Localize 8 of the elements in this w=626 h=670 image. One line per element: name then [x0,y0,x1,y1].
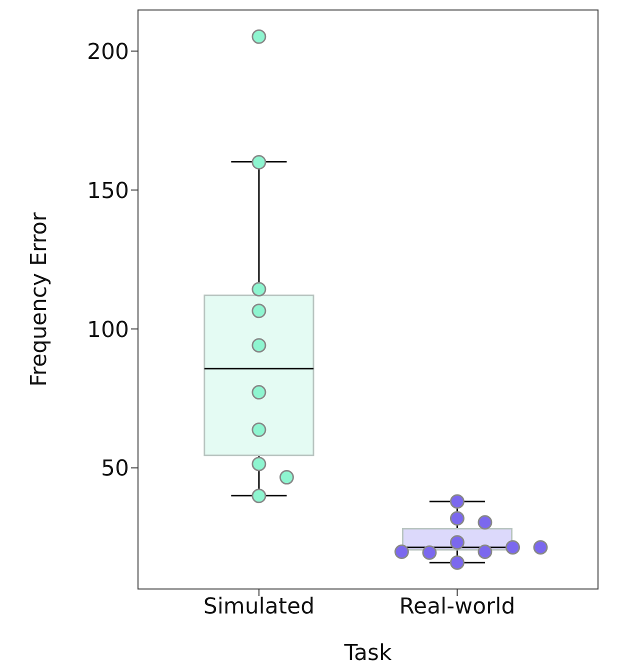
y-tick-label: 150 [87,178,129,204]
y-axis-title: Frequency Error [26,211,52,387]
y-tick-label: 100 [87,318,129,343]
y-tick-label: 200 [87,40,129,65]
x-tick-label: Simulated [203,594,315,620]
x-axis-title: Task [343,641,392,666]
x-tick-label: Real-world [399,594,516,620]
y-tick-label: 50 [101,456,129,482]
